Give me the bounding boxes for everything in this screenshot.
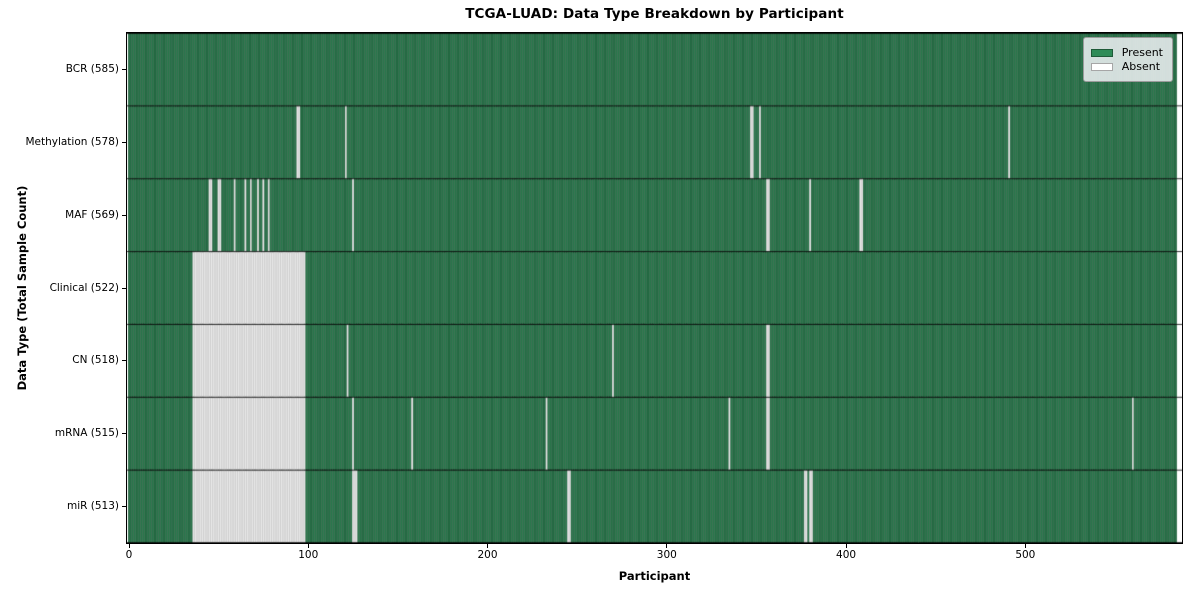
x-tick-mark: [307, 544, 309, 548]
legend: Present Absent: [1082, 37, 1173, 82]
plot-area: Present Absent: [126, 32, 1183, 544]
y-tick-label: BCR (585): [65, 62, 119, 75]
y-tick-mark: [122, 68, 126, 70]
x-axis-label: Participant: [618, 569, 691, 583]
legend-present-label: Present: [1121, 46, 1163, 59]
x-tick-mark: [487, 544, 489, 548]
legend-absent-label: Absent: [1121, 60, 1161, 73]
y-tick-label: Methylation (578): [25, 135, 119, 148]
chart-title: TCGA-LUAD: Data Type Breakdown by Partic…: [465, 6, 844, 22]
x-tick-mark: [845, 544, 847, 548]
presence-matrix-canvas: [127, 33, 1182, 543]
x-tick-label: 100: [298, 549, 319, 561]
x-tick-label: 0: [125, 549, 133, 561]
y-tick-mark: [122, 141, 126, 143]
x-tick-label: 200: [477, 549, 498, 561]
x-tick-mark: [1024, 544, 1026, 548]
y-tick-mark: [122, 287, 126, 289]
x-tick-label: 300: [656, 549, 677, 561]
y-tick-label: mRNA (515): [54, 427, 119, 440]
legend-present-swatch: [1090, 48, 1113, 57]
x-tick-mark: [666, 544, 668, 548]
y-tick-label: Clinical (522): [49, 281, 119, 294]
x-tick-label: 500: [1015, 549, 1036, 561]
y-tick-mark: [122, 360, 126, 362]
legend-entry-present: Present: [1090, 46, 1163, 59]
y-tick-label: MAF (569): [65, 208, 119, 221]
x-tick-mark: [128, 544, 130, 548]
legend-absent-swatch: [1090, 62, 1113, 71]
x-tick-label: 400: [836, 549, 857, 561]
legend-entry-absent: Absent: [1090, 60, 1163, 73]
y-tick-mark: [122, 433, 126, 435]
y-tick-mark: [122, 506, 126, 508]
y-tick-mark: [122, 214, 126, 216]
y-tick-label: CN (518): [72, 354, 119, 367]
y-tick-label: miR (513): [66, 500, 119, 513]
